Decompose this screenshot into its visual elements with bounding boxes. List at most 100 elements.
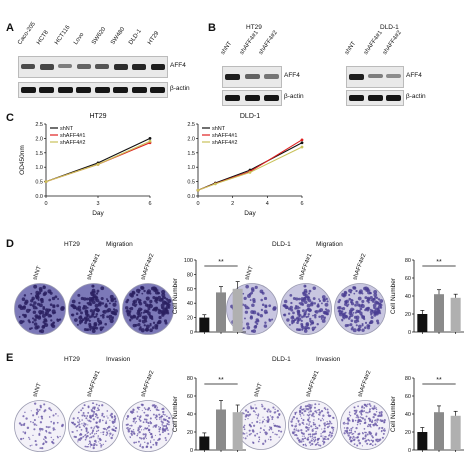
cell-dot: [264, 439, 267, 442]
panel-label-b: B: [208, 22, 216, 34]
cell-dot: [138, 298, 141, 302]
cell-dot: [376, 418, 379, 421]
cell-dot: [310, 321, 314, 325]
cell-dot: [364, 326, 367, 330]
cell-dot: [312, 423, 315, 426]
cell-dot: [311, 442, 314, 446]
cell-dot: [157, 319, 162, 324]
cell-dot: [351, 326, 354, 329]
cell-dot: [91, 432, 94, 434]
y-tick-label: 80: [405, 258, 411, 264]
cell-dot: [137, 433, 139, 435]
cell-dot: [364, 308, 367, 312]
cell-dot: [93, 321, 98, 326]
cell-dot: [360, 409, 362, 412]
cell-dot: [49, 291, 52, 294]
cell-dot: [168, 423, 170, 426]
cell-dot: [373, 293, 378, 297]
cell-dot: [133, 431, 135, 433]
cell-dot: [272, 431, 274, 434]
cell-dot: [155, 306, 159, 310]
cell-dot: [85, 297, 89, 301]
cell-dot: [338, 298, 342, 302]
cell-dot: [83, 414, 85, 416]
y-tick-label: 20: [187, 430, 193, 436]
cell-dot: [306, 303, 311, 308]
cell-dot: [311, 435, 314, 437]
cell-dot: [74, 318, 78, 322]
cell-dot: [322, 437, 324, 439]
cell-dot: [77, 439, 79, 441]
cell-dot: [109, 435, 111, 437]
cell-dot: [33, 402, 37, 405]
cell-dot: [256, 420, 259, 424]
cell-dot: [149, 440, 152, 442]
cell-dot: [92, 435, 95, 438]
cell-dot: [110, 412, 113, 416]
actin-band: [244, 95, 260, 101]
cell-dot: [302, 418, 305, 422]
cell-dot: [257, 414, 260, 417]
cell-dot: [300, 415, 302, 417]
cell-dot: [321, 428, 323, 430]
cell-dot: [158, 426, 160, 428]
cell-dot: [280, 430, 283, 433]
cell-dot: [357, 327, 361, 332]
cell-dot: [352, 437, 354, 439]
cell-dot: [78, 319, 84, 324]
cell-dot: [370, 316, 374, 320]
y-tick-label: 0.0: [187, 194, 195, 200]
cell-dot: [42, 307, 46, 311]
y-axis-label: Cell Number: [390, 395, 397, 432]
cell-dot: [80, 311, 83, 315]
cell-dot: [149, 417, 152, 420]
bar: [417, 432, 428, 450]
cell-dot: [352, 328, 357, 333]
cell-dot: [159, 298, 163, 302]
aff4-band: [95, 63, 110, 70]
cell-dot: [332, 426, 335, 429]
cell-dot: [381, 436, 384, 439]
cell-dot: [167, 429, 169, 431]
cell-dot: [274, 408, 276, 411]
cell-dot: [309, 410, 312, 413]
cell-dot: [255, 414, 257, 416]
cell-dot: [149, 292, 152, 295]
cell-dot: [52, 321, 56, 324]
cell-dot: [342, 422, 345, 425]
cell-dot: [39, 421, 43, 424]
cell-dot: [43, 438, 45, 441]
cell-dot: [359, 307, 363, 311]
cell-dot: [350, 300, 353, 304]
cell-dot: [368, 440, 371, 442]
cell-dot: [316, 322, 319, 326]
cell-dot: [348, 433, 350, 435]
migration-ht29-dish: [68, 283, 120, 335]
invasion-dld1-dish-label: shAFF4#1: [305, 369, 321, 398]
cell-dot: [301, 435, 303, 437]
cell-dot: [95, 444, 98, 447]
y-tick-label: 60: [405, 276, 411, 282]
cell-dot: [29, 420, 32, 423]
cell-dot: [72, 421, 75, 424]
y-tick-label: 40: [405, 294, 411, 300]
cell-dot: [152, 321, 156, 325]
cell-dot: [20, 423, 23, 427]
cell-dot: [305, 408, 308, 410]
y-axis-label: Cell Number: [172, 395, 179, 432]
cell-dot: [102, 310, 105, 313]
cell-dot: [343, 432, 346, 435]
cell-dot: [359, 422, 362, 425]
panel-b-left-aff4-blot: [222, 66, 282, 88]
cell-dot: [308, 415, 310, 417]
panel-a-lane-label: Lovo: [72, 31, 85, 46]
cell-dot: [35, 307, 38, 310]
cell-dot: [374, 433, 378, 436]
cell-dot: [352, 435, 355, 438]
data-point: [300, 141, 304, 145]
cell-dot: [375, 410, 378, 413]
cell-dot: [48, 431, 51, 434]
cell-dot: [303, 288, 308, 293]
cell-dot: [299, 407, 302, 409]
cell-dot: [273, 423, 275, 425]
